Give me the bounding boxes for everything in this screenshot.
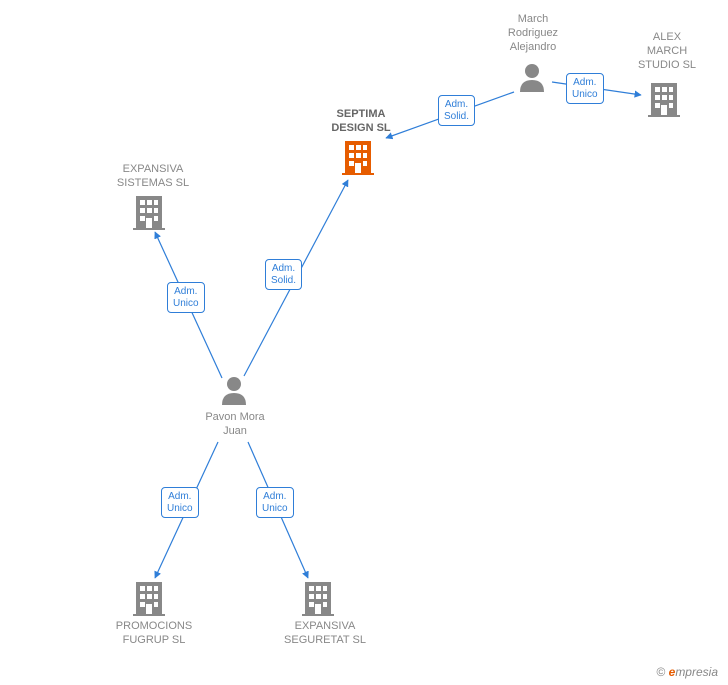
building-icon [342, 139, 374, 180]
brand-rest: mpresia [675, 665, 718, 679]
edge-label: Adm. Unico [161, 487, 199, 518]
person-icon [220, 375, 248, 410]
building-icon [133, 580, 165, 621]
edge-label: Adm. Unico [167, 282, 205, 313]
edge-label: Adm. Solid. [265, 259, 302, 290]
node-label: ALEX MARCH STUDIO SL [612, 31, 722, 72]
watermark: © empresia [656, 665, 718, 679]
node-label: Pavon Mora Juan [185, 411, 285, 439]
building-icon [302, 580, 334, 621]
copyright-symbol: © [656, 665, 665, 679]
node-label: PROMOCIONS FUGRUP SL [94, 620, 214, 648]
node-label: EXPANSIVA SEGURETAT SL [260, 620, 390, 648]
edge-label: Adm. Unico [566, 73, 604, 104]
node-label: SEPTIMA DESIGN SL [316, 108, 406, 136]
building-icon [648, 81, 680, 122]
node-label: March Rodriguez Alejandro [483, 13, 583, 54]
edge-label: Adm. Unico [256, 487, 294, 518]
edge-label: Adm. Solid. [438, 95, 475, 126]
building-icon [133, 194, 165, 235]
edges-layer [0, 0, 728, 685]
person-icon [518, 62, 546, 97]
node-label: EXPANSIVA SISTEMAS SL [98, 163, 208, 191]
